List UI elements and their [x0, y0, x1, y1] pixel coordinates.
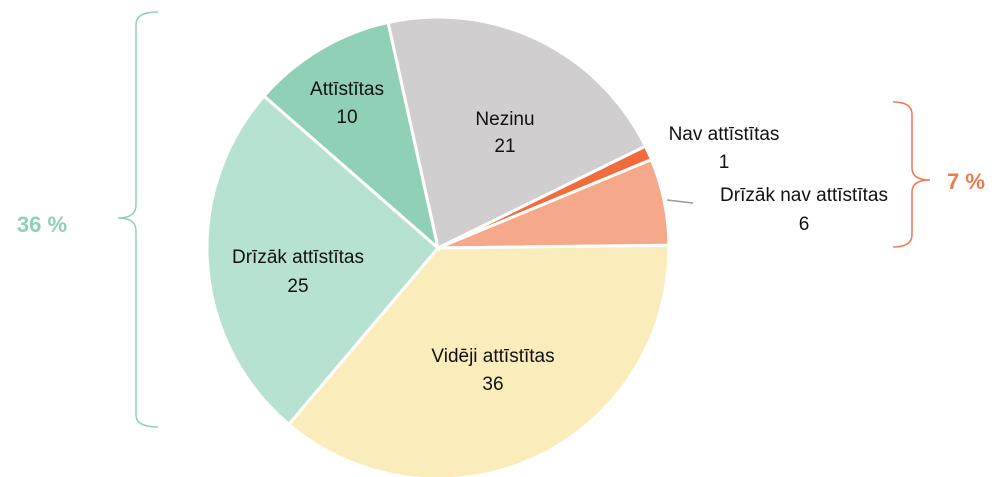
value-label: 10: [336, 107, 357, 128]
right-bracket: [892, 101, 931, 248]
pie-slice: [261, 20, 441, 253]
slice-label: Drīzāk attīstītas: [232, 247, 364, 268]
value-label: 36: [482, 374, 503, 395]
slice-label: Vidēji attīstītas: [431, 346, 554, 367]
value-label: 1: [719, 152, 730, 173]
value-label: 6: [799, 214, 810, 235]
pie-slice: [286, 243, 671, 477]
pie-slice: [386, 15, 648, 251]
leader-line: [666, 199, 694, 204]
pie-slice: [205, 93, 441, 427]
value-label: 25: [287, 276, 308, 297]
slice-label: Attīstītas: [310, 79, 384, 100]
annotation: 7 %: [947, 169, 985, 194]
annotation: 36 %: [17, 212, 67, 237]
slice-label: Drīzāk nav attīstītas: [720, 185, 888, 206]
left-bracket: [117, 11, 159, 428]
slice-label: Nav attīstītas: [669, 124, 780, 145]
slice-label: Nezinu: [475, 109, 534, 130]
value-label: 21: [494, 136, 515, 157]
